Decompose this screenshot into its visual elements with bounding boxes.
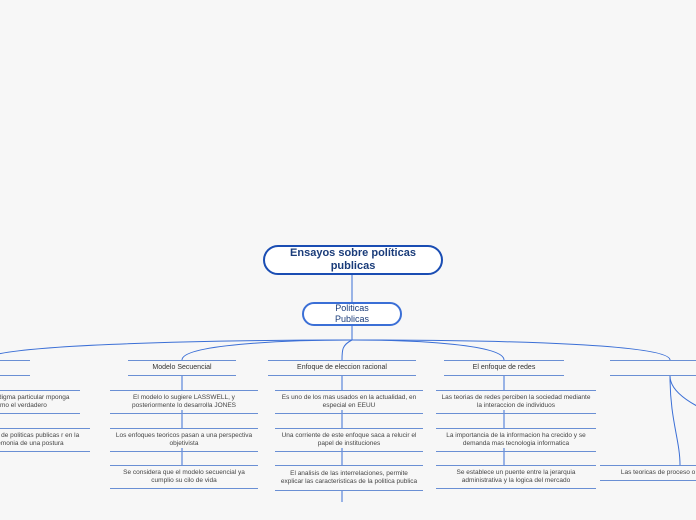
- leaf-node[interactable]: Las teoricas de proceso o cambio de poli…: [600, 465, 696, 481]
- branch-node[interactable]: Enfoque de eleccion racional: [268, 360, 416, 376]
- leaf-node[interactable]: Se establece un puente entre la jerarqui…: [436, 465, 596, 489]
- leaf-node[interactable]: La importancia de la informacion ha crec…: [436, 428, 596, 452]
- leaf-node[interactable]: e un paradigma particular mponga como el…: [0, 390, 80, 414]
- branch-node[interactable]: Modelo Secuencial: [128, 360, 236, 376]
- sub-node[interactable]: Politicas Publicas: [302, 302, 402, 326]
- leaf-node[interactable]: Las teorias de redes perciben la socieda…: [436, 390, 596, 414]
- leaf-node[interactable]: El analisis de las interrelaciones, perm…: [275, 465, 423, 491]
- branch-node[interactable]: El enfoque de redes: [444, 360, 564, 376]
- root-node[interactable]: Ensayos sobre políticas publicas: [263, 245, 443, 275]
- mindmap-canvas: Ensayos sobre políticas publicas Politic…: [0, 0, 696, 520]
- leaf-node[interactable]: El modelo lo sugiere LASSWELL, y posteri…: [110, 390, 258, 414]
- leaf-node[interactable]: Es uno de los mas usados en la actualida…: [275, 390, 423, 414]
- leaf-node[interactable]: Una corriente de este enfoque saca a rel…: [275, 428, 423, 452]
- branch-node[interactable]: [610, 360, 696, 376]
- branch-node[interactable]: [0, 360, 30, 376]
- leaf-node[interactable]: el analisis de politicas publicas r en l…: [0, 428, 90, 452]
- sub-label: Politicas Publicas: [318, 303, 386, 325]
- leaf-node[interactable]: Los enfoques teoricos pasan a una perspe…: [110, 428, 258, 452]
- leaf-node[interactable]: Se considera que el modelo secuencial ya…: [110, 465, 258, 489]
- root-label: Ensayos sobre políticas publicas: [285, 247, 421, 273]
